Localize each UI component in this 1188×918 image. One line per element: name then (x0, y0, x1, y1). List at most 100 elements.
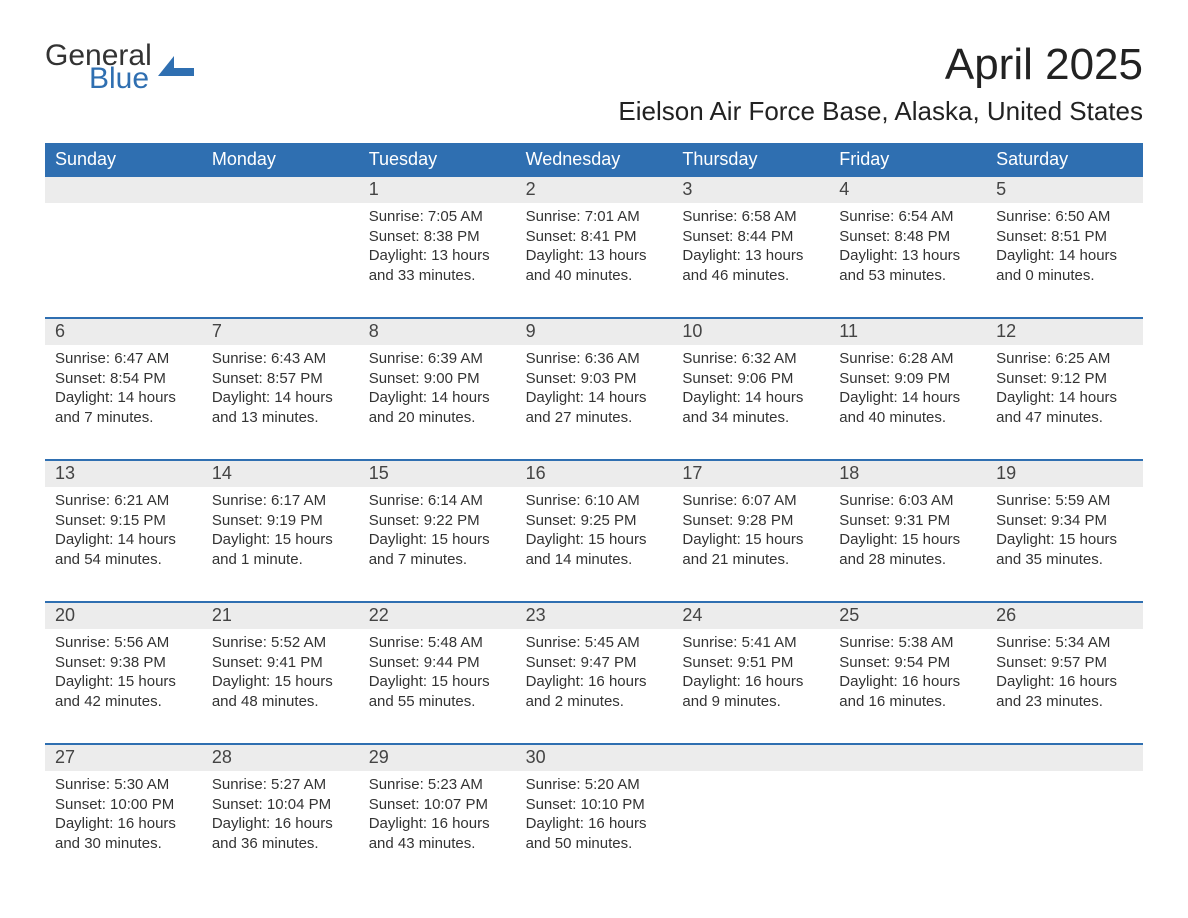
daynum-band: 27282930 (45, 745, 1143, 771)
day-detail: Sunrise: 5:27 AMSunset: 10:04 PMDaylight… (202, 771, 359, 871)
daylight-line-2: and 9 minutes. (682, 692, 819, 712)
sunset-line: Sunset: 8:51 PM (996, 227, 1133, 247)
sunrise-line: Sunrise: 7:01 AM (526, 207, 663, 227)
sunset-line: Sunset: 9:47 PM (526, 653, 663, 673)
sunrise-line: Sunrise: 5:56 AM (55, 633, 192, 653)
day-detail: Sunrise: 7:05 AMSunset: 8:38 PMDaylight:… (359, 203, 516, 303)
sunrise-line: Sunrise: 5:20 AM (526, 775, 663, 795)
daylight-line-1: Daylight: 14 hours (212, 388, 349, 408)
daylight-line-2: and 42 minutes. (55, 692, 192, 712)
day-number: 11 (829, 319, 986, 345)
daylight-line-1: Daylight: 15 hours (212, 672, 349, 692)
sunset-line: Sunset: 9:51 PM (682, 653, 819, 673)
calendar-week-row: 27282930Sunrise: 5:30 AMSunset: 10:00 PM… (45, 743, 1143, 871)
daylight-line-1: Daylight: 16 hours (369, 814, 506, 834)
sunrise-line: Sunrise: 5:41 AM (682, 633, 819, 653)
weekday-header: Monday (202, 143, 359, 177)
day-detail: Sunrise: 6:39 AMSunset: 9:00 PMDaylight:… (359, 345, 516, 445)
day-detail: Sunrise: 6:47 AMSunset: 8:54 PMDaylight:… (45, 345, 202, 445)
brand-blue: Blue (89, 65, 152, 94)
day-number (672, 745, 829, 771)
day-detail: Sunrise: 6:50 AMSunset: 8:51 PMDaylight:… (986, 203, 1143, 303)
day-number: 8 (359, 319, 516, 345)
day-detail: Sunrise: 6:28 AMSunset: 9:09 PMDaylight:… (829, 345, 986, 445)
day-detail (829, 771, 986, 871)
daynum-band: 12345 (45, 177, 1143, 203)
day-number: 3 (672, 177, 829, 203)
daylight-line-2: and 23 minutes. (996, 692, 1133, 712)
day-detail: Sunrise: 5:30 AMSunset: 10:00 PMDaylight… (45, 771, 202, 871)
day-detail: Sunrise: 5:38 AMSunset: 9:54 PMDaylight:… (829, 629, 986, 729)
sunrise-line: Sunrise: 6:25 AM (996, 349, 1133, 369)
daylight-line-2: and 54 minutes. (55, 550, 192, 570)
daylight-line-1: Daylight: 14 hours (996, 388, 1133, 408)
daynum-band: 20212223242526 (45, 603, 1143, 629)
sunset-line: Sunset: 9:15 PM (55, 511, 192, 531)
sunset-line: Sunset: 9:25 PM (526, 511, 663, 531)
day-detail: Sunrise: 6:36 AMSunset: 9:03 PMDaylight:… (516, 345, 673, 445)
daylight-line-1: Daylight: 15 hours (369, 672, 506, 692)
daylight-line-1: Daylight: 15 hours (369, 530, 506, 550)
sunrise-line: Sunrise: 6:58 AM (682, 207, 819, 227)
day-number: 29 (359, 745, 516, 771)
day-number: 23 (516, 603, 673, 629)
day-detail (986, 771, 1143, 871)
sunset-line: Sunset: 8:57 PM (212, 369, 349, 389)
daylight-line-2: and 13 minutes. (212, 408, 349, 428)
daylight-line-2: and 20 minutes. (369, 408, 506, 428)
location-subtitle: Eielson Air Force Base, Alaska, United S… (618, 96, 1143, 127)
sunrise-line: Sunrise: 6:43 AM (212, 349, 349, 369)
day-number: 16 (516, 461, 673, 487)
day-number: 9 (516, 319, 673, 345)
day-detail: Sunrise: 6:10 AMSunset: 9:25 PMDaylight:… (516, 487, 673, 587)
daylight-line-1: Daylight: 15 hours (55, 672, 192, 692)
day-detail: Sunrise: 6:07 AMSunset: 9:28 PMDaylight:… (672, 487, 829, 587)
daylight-line-1: Daylight: 14 hours (996, 246, 1133, 266)
brand-flag-icon (158, 56, 194, 86)
day-detail: Sunrise: 6:58 AMSunset: 8:44 PMDaylight:… (672, 203, 829, 303)
sunrise-line: Sunrise: 5:38 AM (839, 633, 976, 653)
day-number: 10 (672, 319, 829, 345)
weekday-header: Tuesday (359, 143, 516, 177)
sunrise-line: Sunrise: 6:39 AM (369, 349, 506, 369)
day-detail (202, 203, 359, 303)
sunset-line: Sunset: 8:41 PM (526, 227, 663, 247)
day-number: 27 (45, 745, 202, 771)
sunrise-line: Sunrise: 5:52 AM (212, 633, 349, 653)
daylight-line-1: Daylight: 13 hours (682, 246, 819, 266)
daylight-line-1: Daylight: 15 hours (526, 530, 663, 550)
sunset-line: Sunset: 8:44 PM (682, 227, 819, 247)
day-detail: Sunrise: 6:17 AMSunset: 9:19 PMDaylight:… (202, 487, 359, 587)
daylight-line-2: and 16 minutes. (839, 692, 976, 712)
calendar-week-row: 6789101112Sunrise: 6:47 AMSunset: 8:54 P… (45, 317, 1143, 445)
daylight-line-1: Daylight: 16 hours (526, 814, 663, 834)
daylight-line-2: and 7 minutes. (55, 408, 192, 428)
sunrise-line: Sunrise: 6:21 AM (55, 491, 192, 511)
weekday-header: Wednesday (516, 143, 673, 177)
daylight-line-2: and 21 minutes. (682, 550, 819, 570)
daylight-line-2: and 2 minutes. (526, 692, 663, 712)
sunset-line: Sunset: 9:19 PM (212, 511, 349, 531)
daylight-line-2: and 30 minutes. (55, 834, 192, 854)
weekday-header: Saturday (986, 143, 1143, 177)
daylight-line-1: Daylight: 15 hours (996, 530, 1133, 550)
sunrise-line: Sunrise: 5:48 AM (369, 633, 506, 653)
weekday-header: Thursday (672, 143, 829, 177)
sunrise-line: Sunrise: 6:14 AM (369, 491, 506, 511)
daylight-line-1: Daylight: 14 hours (839, 388, 976, 408)
daylight-line-2: and 48 minutes. (212, 692, 349, 712)
daylight-line-1: Daylight: 14 hours (55, 530, 192, 550)
daylight-line-2: and 40 minutes. (839, 408, 976, 428)
sunset-line: Sunset: 9:12 PM (996, 369, 1133, 389)
day-detail (45, 203, 202, 303)
day-number (202, 177, 359, 203)
sunrise-line: Sunrise: 6:50 AM (996, 207, 1133, 227)
day-detail: Sunrise: 6:03 AMSunset: 9:31 PMDaylight:… (829, 487, 986, 587)
sunset-line: Sunset: 9:28 PM (682, 511, 819, 531)
sunset-line: Sunset: 10:07 PM (369, 795, 506, 815)
daylight-line-1: Daylight: 13 hours (526, 246, 663, 266)
sunset-line: Sunset: 9:54 PM (839, 653, 976, 673)
daynum-band: 13141516171819 (45, 461, 1143, 487)
day-number: 5 (986, 177, 1143, 203)
day-detail: Sunrise: 5:34 AMSunset: 9:57 PMDaylight:… (986, 629, 1143, 729)
